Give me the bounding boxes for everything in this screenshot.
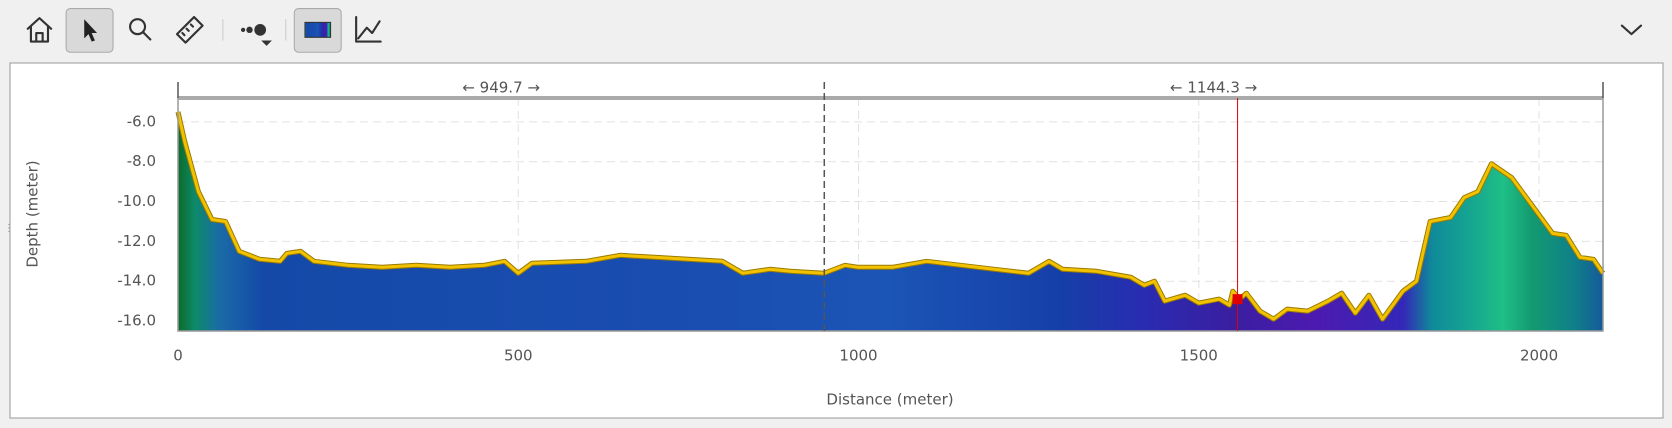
chart-button[interactable] bbox=[355, 15, 382, 43]
x-tick-label: 1000 bbox=[839, 347, 877, 365]
chart-panel bbox=[9, 62, 1664, 419]
splitter-grip: ⋮ bbox=[4, 223, 14, 234]
x-tick-label: 2000 bbox=[1520, 347, 1558, 365]
marker-size-button[interactable] bbox=[240, 23, 272, 46]
pointer-icon bbox=[84, 19, 98, 42]
colormap-icon bbox=[304, 21, 332, 38]
depth-line bbox=[176, 111, 1605, 321]
x-axis-title: Distance (meter) bbox=[826, 391, 953, 409]
segment-label: ← 1144.3 → bbox=[1170, 79, 1257, 97]
x-tick-label: 500 bbox=[504, 347, 533, 365]
segment-label: ← 949.7 → bbox=[462, 79, 540, 97]
y-tick-label: -16.0 bbox=[117, 312, 156, 330]
y-axis-title: Depth (meter) bbox=[24, 160, 42, 267]
y-tick-label: -14.0 bbox=[117, 272, 156, 290]
depth-area bbox=[178, 111, 1603, 332]
home-button[interactable] bbox=[26, 17, 53, 43]
y-tick-label: -12.0 bbox=[117, 232, 156, 250]
y-tick-label: -10.0 bbox=[117, 192, 156, 210]
plot: -6.0 -8.0 -10.0 -12.0 -14.0 -16.0 0 500 1000 1500… bbox=[117, 79, 1606, 365]
y-tick-label: -6.0 bbox=[127, 112, 156, 130]
x-tick-label: 0 bbox=[173, 347, 183, 365]
zoom-button[interactable] bbox=[129, 18, 152, 41]
collapse-button[interactable] bbox=[1620, 24, 1643, 36]
ruler-button[interactable] bbox=[175, 15, 204, 44]
y-tick-label: -8.0 bbox=[127, 152, 156, 170]
x-tick-label: 1500 bbox=[1180, 347, 1218, 365]
cursor-marker bbox=[1232, 294, 1243, 305]
toolbar bbox=[26, 7, 1643, 53]
